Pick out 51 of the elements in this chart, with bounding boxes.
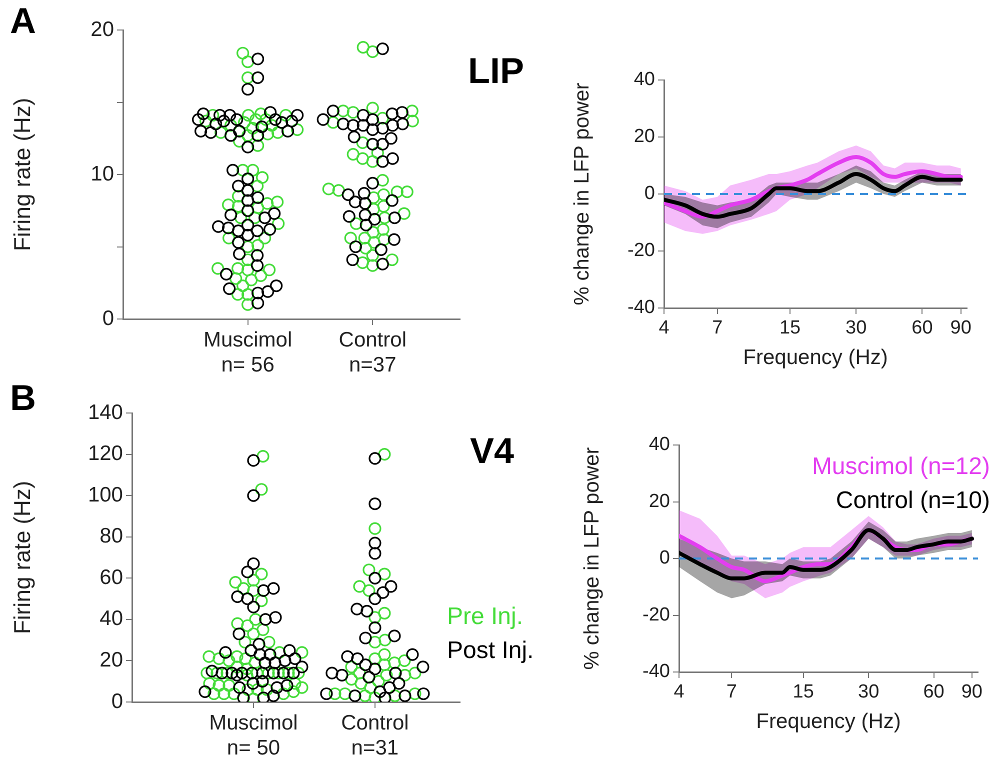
x-axis-title: Frequency (Hz) [743,346,888,370]
y-axis-title: % change in LFP power [570,82,594,306]
x-tick-label: 60 [923,682,944,703]
x-tick-label: 15 [792,682,814,703]
y-tick-label: 10 [90,162,114,186]
x-tick-label: 30 [846,318,867,339]
y-tick-label: 40 [634,69,655,90]
y-axis-title: % change in LFP power [580,447,604,670]
series-label: Pre Inj. [447,602,524,632]
x-tick-label: 7 [726,682,737,703]
x-tick-label: Control n=37 [338,328,406,377]
y-axis-title: Firing rate (Hz) [9,480,36,634]
text: Muscimol (n=12) [812,452,990,482]
series-label: Control (n=10) [834,486,990,516]
text: V4 [470,430,514,472]
y-tick-label: 80 [100,524,123,548]
series-label: Post Inj. [447,636,534,666]
y-tick-label: 20 [634,126,655,148]
x-tick-label: 4 [674,682,685,703]
y-tick-label: -40 [642,661,670,682]
x-tick-label: Control n=31 [341,711,409,760]
y-tick-label: 100 [88,483,123,506]
y-tick-label: 120 [88,442,123,466]
y-tick-label: -20 [642,604,670,626]
y-tick-label: 0 [644,183,655,204]
x-tick-label: Muscimol n= 56 [203,328,292,377]
x-tick-label: 4 [658,318,670,339]
y-tick-label: 0 [102,306,114,330]
y-tick-label: 60 [100,566,123,589]
x-tick-label: 90 [950,318,972,339]
y-tick-label: 40 [648,434,670,456]
y-tick-label: 20 [90,18,114,41]
text: B [10,377,36,419]
x-tick-label: 7 [712,318,723,339]
y-axis-title: Firing rate (Hz) [9,98,36,252]
x-tick-label: 90 [961,682,982,703]
x-axis-title: Frequency (Hz) [756,710,901,734]
y-tick-label: 20 [100,648,123,672]
y-tick-label: 40 [100,607,123,630]
y-tick-label: -40 [628,297,655,318]
y-tick-label: 140 [88,400,123,424]
y-tick-label: 0 [659,548,670,569]
text: A [10,0,36,42]
y-tick-label: -20 [628,240,655,262]
x-tick-label: 30 [858,682,880,703]
x-tick-label: 15 [779,318,801,339]
y-tick-label: 0 [111,690,123,713]
y-tick-label: 20 [648,490,670,512]
x-tick-label: Muscimol n= 50 [209,711,298,760]
text: LIP [468,50,524,92]
x-tick-label: 60 [912,318,933,339]
